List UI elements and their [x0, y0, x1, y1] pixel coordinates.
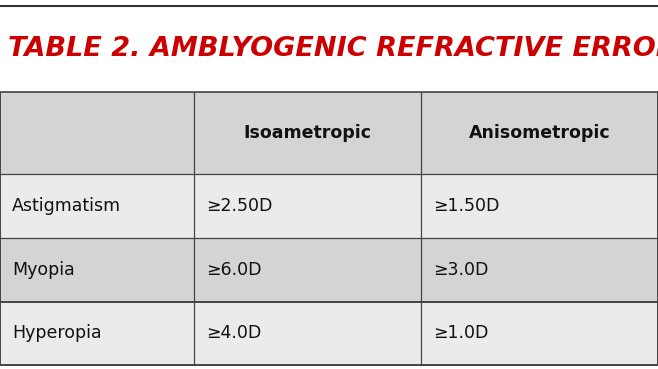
- Bar: [0, 92, 658, 174]
- Text: ≥2.50D: ≥2.50D: [206, 197, 272, 215]
- Bar: [0, 301, 658, 365]
- Text: Hyperopia: Hyperopia: [12, 324, 101, 342]
- Text: Isoametropic: Isoametropic: [243, 124, 372, 142]
- Text: ≥6.0D: ≥6.0D: [206, 261, 261, 279]
- Bar: [0, 238, 658, 301]
- Text: ≥1.50D: ≥1.50D: [433, 197, 499, 215]
- Bar: [0, 174, 658, 238]
- Text: ≥4.0D: ≥4.0D: [206, 324, 261, 342]
- Text: TABLE 2. AMBLYOGENIC REFRACTIVE ERRORS: TABLE 2. AMBLYOGENIC REFRACTIVE ERRORS: [8, 36, 658, 62]
- Text: ≥1.0D: ≥1.0D: [433, 324, 488, 342]
- Text: ≥3.0D: ≥3.0D: [433, 261, 488, 279]
- Text: Anisometropic: Anisometropic: [468, 124, 611, 142]
- Text: Myopia: Myopia: [12, 261, 74, 279]
- Text: Astigmatism: Astigmatism: [12, 197, 121, 215]
